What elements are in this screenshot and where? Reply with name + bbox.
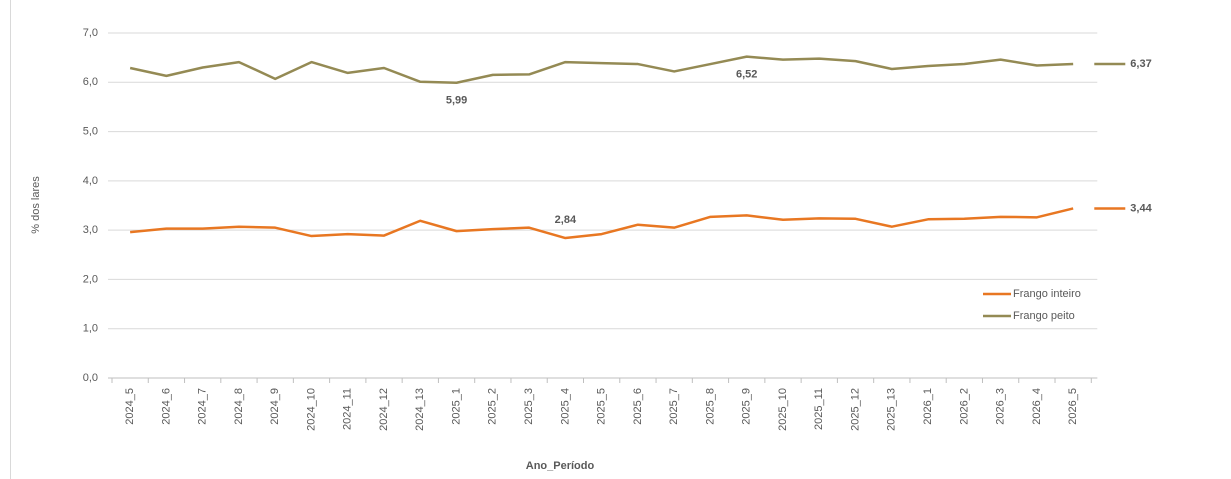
x-tick-label: 2025_1: [450, 388, 462, 425]
x-tick-label: 2024_13: [414, 388, 426, 431]
x-tick-label: 2024_5: [124, 388, 136, 425]
x-tick-label: 2026_5: [1067, 388, 1079, 425]
x-tick-label: 2024_9: [269, 388, 281, 425]
x-tick-label: 2025_6: [632, 388, 644, 425]
x-tick-label: 2025_2: [487, 388, 499, 425]
x-tick-label: 2025_12: [849, 388, 861, 431]
x-tick-label: 2025_10: [777, 388, 789, 431]
x-tick-label: 2025_11: [813, 388, 825, 430]
data-label: 6,52: [736, 69, 757, 81]
x-tick-label: 2024_12: [378, 388, 390, 431]
x-tick-label: 2025_4: [559, 388, 571, 425]
x-tick-label: 2026_3: [995, 388, 1007, 425]
x-tick-label: 2024_11: [342, 388, 354, 430]
data-label: 2,84: [555, 214, 577, 226]
y-tick-label: 4,0: [83, 175, 98, 187]
data-label: 3,44: [1130, 202, 1152, 214]
x-tick-label: 2025_5: [596, 388, 608, 425]
x-tick-label: 2025_3: [523, 388, 535, 425]
x-tick-label: 2026_2: [958, 388, 970, 425]
data-label: 6,37: [1130, 58, 1151, 70]
x-axis-label: Ano_Período: [526, 460, 595, 472]
x-tick-label: 2024_8: [233, 388, 245, 425]
x-tick-label: 2025_7: [668, 388, 680, 425]
y-tick-label: 1,0: [83, 323, 98, 335]
y-tick-label: 0,0: [83, 372, 98, 384]
x-tick-label: 2025_8: [704, 388, 716, 425]
x-tick-label: 2024_6: [160, 388, 172, 425]
y-tick-label: 7,0: [83, 27, 98, 39]
y-tick-label: 5,0: [83, 125, 98, 137]
x-tick-label: 2026_1: [922, 388, 934, 425]
y-tick-label: 6,0: [83, 76, 98, 88]
legend-label: Frango inteiro: [1013, 288, 1081, 300]
chart-frame: [10, 0, 11, 479]
x-tick-label: 2024_10: [305, 388, 317, 431]
line-series: [129, 55, 1074, 85]
x-tick-label: 2025_13: [886, 388, 898, 431]
y-tick-label: 2,0: [83, 273, 98, 285]
y-tick-label: 3,0: [83, 224, 98, 236]
x-tick-label: 2024_7: [197, 388, 209, 425]
legend-label: Frango peito: [1013, 310, 1075, 322]
line-series: [130, 207, 1074, 240]
data-label: 5,99: [446, 95, 467, 107]
x-tick-label: 2026_4: [1031, 388, 1043, 425]
y-axis-label: % dos lares: [30, 176, 42, 234]
x-tick-label: 2025_9: [741, 388, 753, 425]
